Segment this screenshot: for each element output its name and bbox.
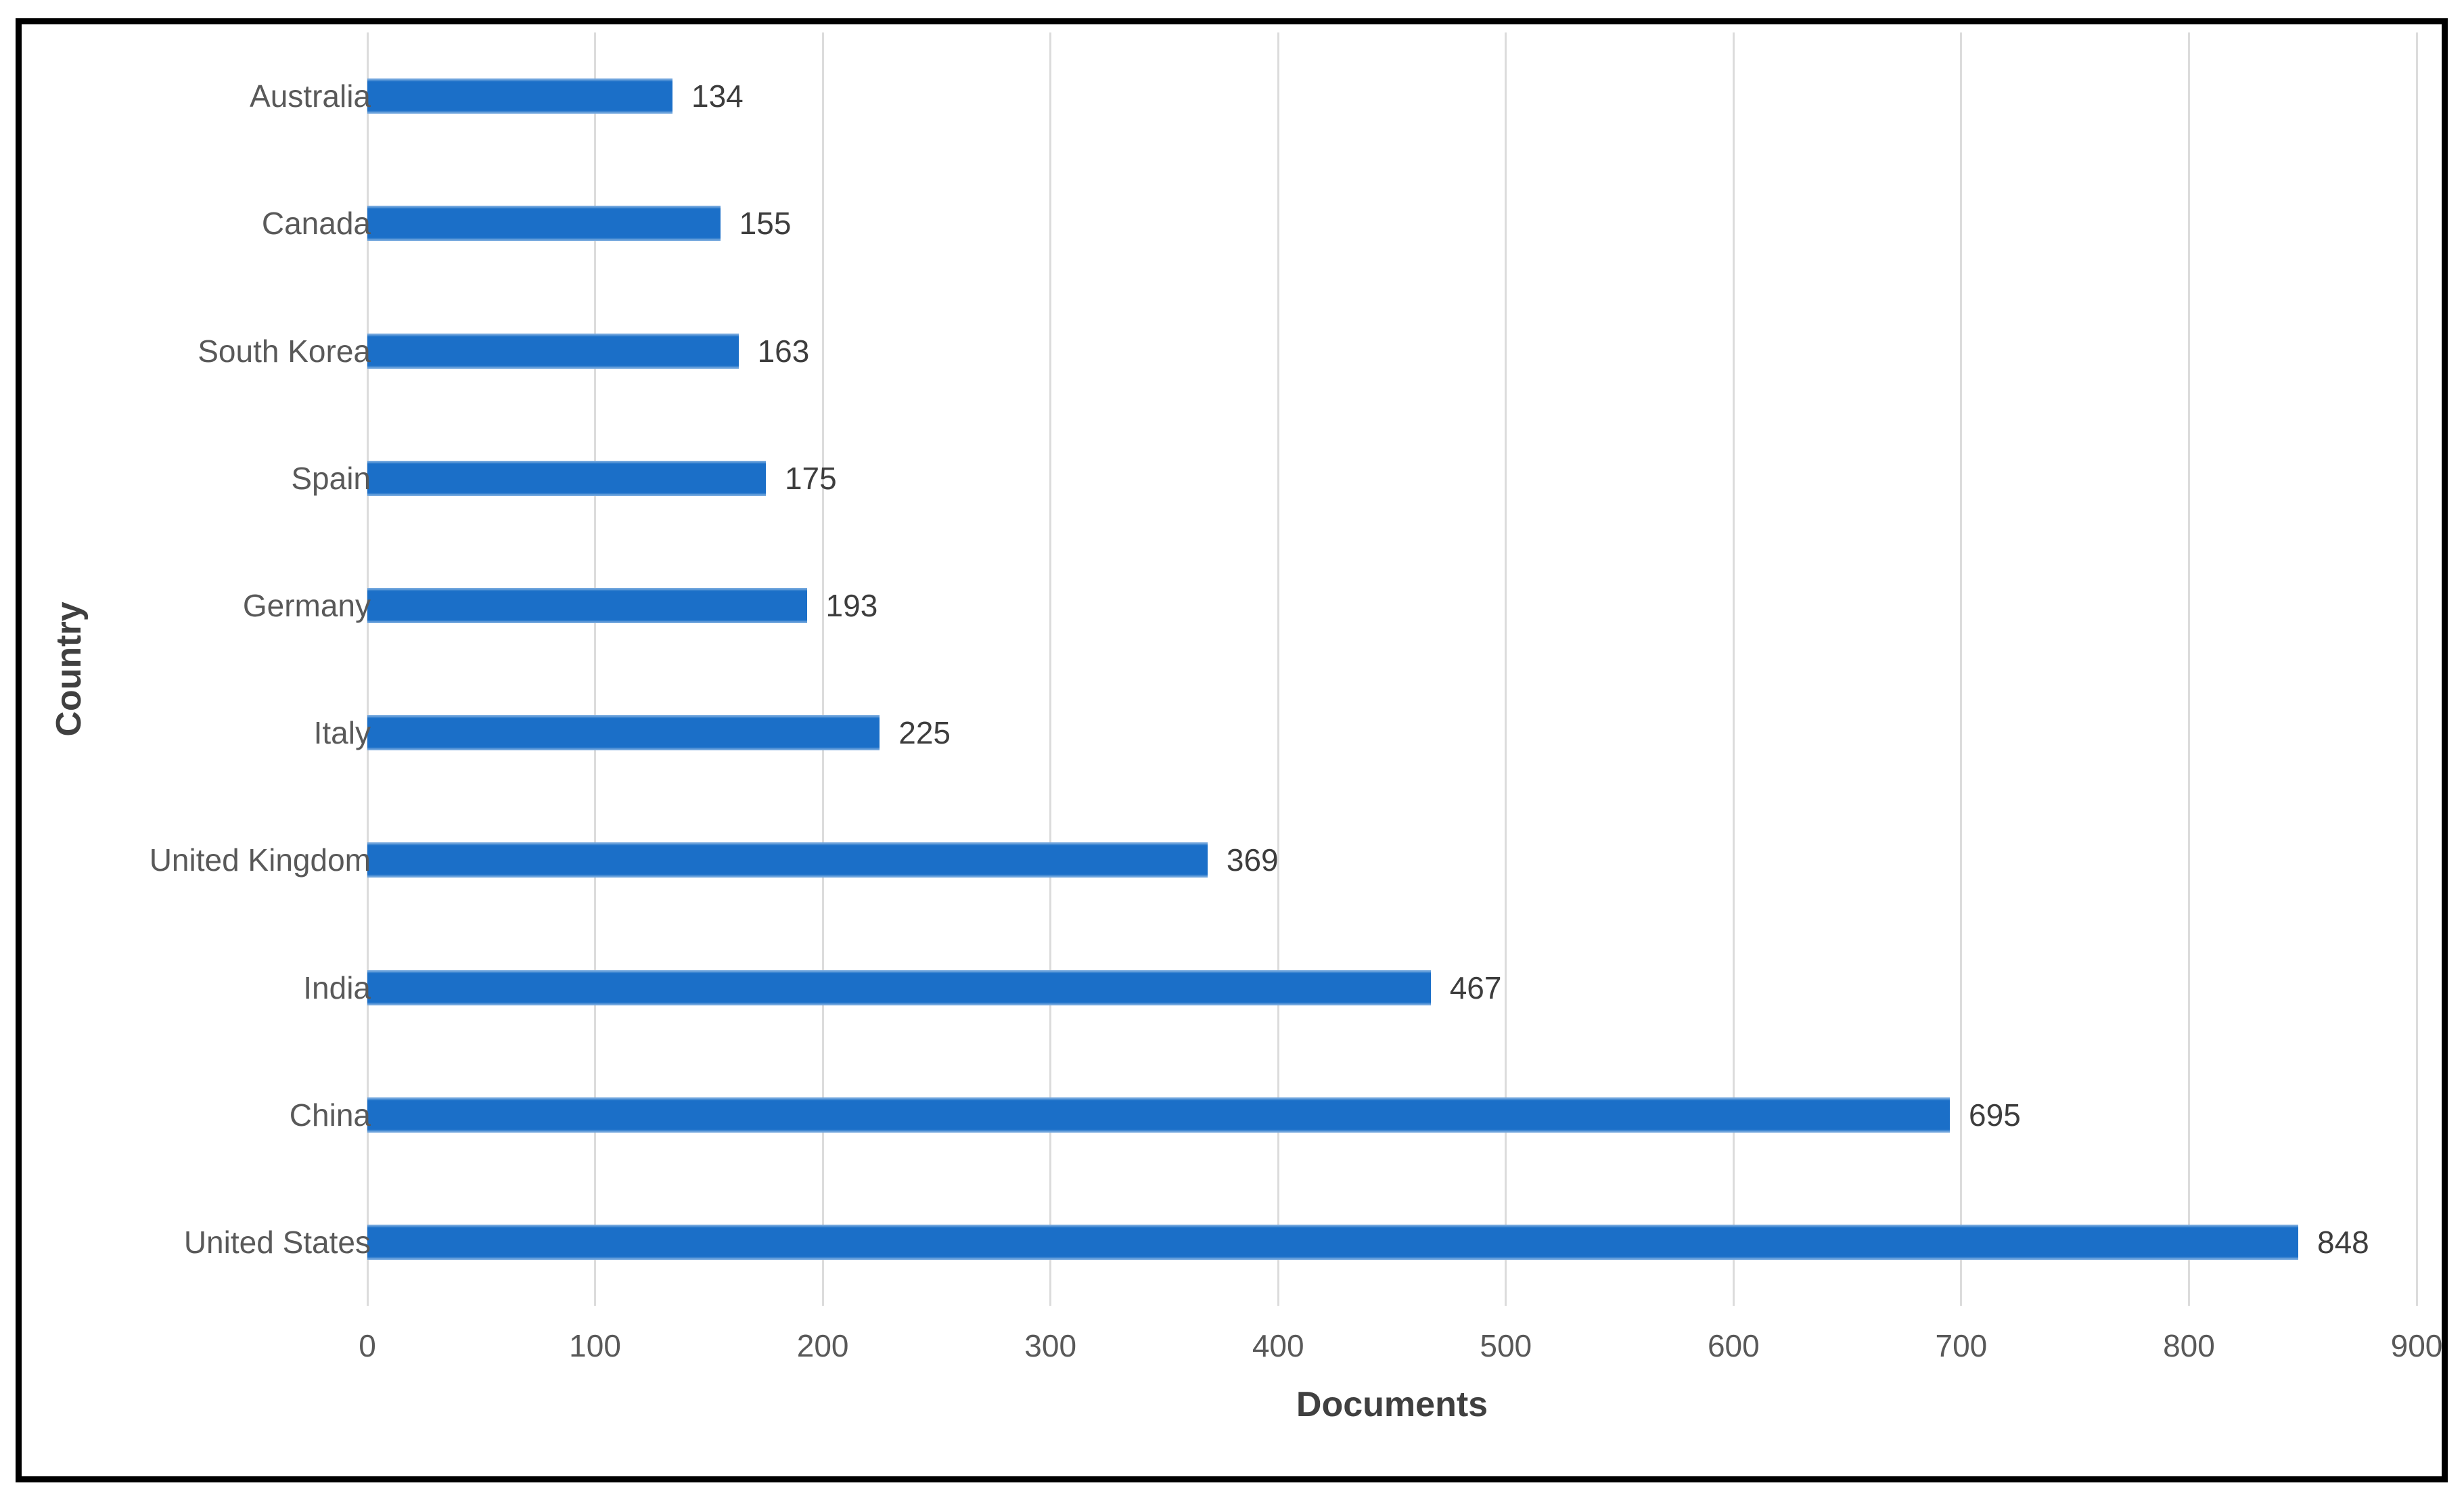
gridline-x-100: [594, 32, 597, 1306]
bar-canada: [367, 206, 721, 242]
bar-australia: [367, 78, 672, 114]
category-label-canada: Canada: [261, 206, 371, 242]
bar-united-states: [367, 1224, 2298, 1260]
category-label-china: China: [289, 1097, 371, 1133]
labels-layer: Australia 134 Canada 155 South Korea 163 Spain…: [22, 24, 2442, 1476]
x-axis-title: Documents: [1296, 1385, 1488, 1424]
bar-germany: [367, 587, 807, 623]
value-label-canada: 155: [739, 206, 792, 242]
category-label-italy: Italy: [313, 715, 371, 751]
x-tick-label: 800: [2163, 1328, 2215, 1363]
x-tick-label: 100: [569, 1328, 621, 1363]
gridline-x-800: [2187, 32, 2190, 1306]
gridline-x-900: [2415, 32, 2418, 1306]
x-tick-label: 700: [1935, 1328, 1988, 1363]
bar-india: [367, 970, 1431, 1005]
gridline-x-700: [1960, 32, 1963, 1306]
bar-spain: [367, 460, 766, 496]
value-label-china: 695: [1969, 1097, 2021, 1133]
category-label-germany: Germany: [242, 587, 371, 623]
gridline-x-500: [1505, 32, 1507, 1306]
category-label-united-kingdom: United Kingdom: [149, 842, 371, 878]
value-label-united-states: 848: [2317, 1224, 2369, 1260]
value-label-spain: 175: [784, 460, 837, 496]
bars-layer: [22, 24, 2442, 1476]
x-tick-label: 400: [1252, 1328, 1304, 1363]
x-tick-label: 300: [1024, 1328, 1077, 1363]
bar-italy: [367, 715, 880, 751]
y-axis-title: Country: [49, 601, 89, 737]
value-label-south-korea: 163: [757, 333, 810, 369]
chart-frame: 0 100 200 300 400 500 600 700 800 900 Australia 13…: [16, 18, 2448, 1482]
category-label-united-states: United States: [183, 1224, 371, 1260]
gridline-x-600: [1732, 32, 1735, 1306]
value-label-australia: 134: [691, 78, 744, 114]
x-tick-label: 200: [796, 1328, 849, 1363]
gridline-x-200: [821, 32, 824, 1306]
gridline-x-0: [366, 32, 369, 1306]
category-label-india: India: [303, 970, 371, 1005]
value-label-united-kingdom: 369: [1226, 842, 1279, 878]
value-label-italy: 225: [898, 715, 951, 751]
bar-south-korea: [367, 333, 739, 369]
gridlines-layer: 0 100 200 300 400 500 600 700 800 900: [22, 24, 2442, 1476]
gridline-x-300: [1049, 32, 1052, 1306]
x-tick-label: 500: [1480, 1328, 1532, 1363]
category-label-spain: Spain: [291, 460, 371, 496]
category-label-south-korea: South Korea: [198, 333, 371, 369]
value-label-germany: 193: [825, 587, 878, 623]
bar-china: [367, 1097, 1950, 1133]
gridline-x-400: [1277, 32, 1279, 1306]
x-tick-label: 900: [2390, 1328, 2443, 1363]
x-tick-label: 0: [359, 1328, 376, 1363]
x-tick-label: 600: [1707, 1328, 1760, 1363]
bar-united-kingdom: [367, 842, 1208, 878]
value-label-india: 467: [1449, 970, 1502, 1005]
category-label-australia: Australia: [250, 78, 371, 114]
